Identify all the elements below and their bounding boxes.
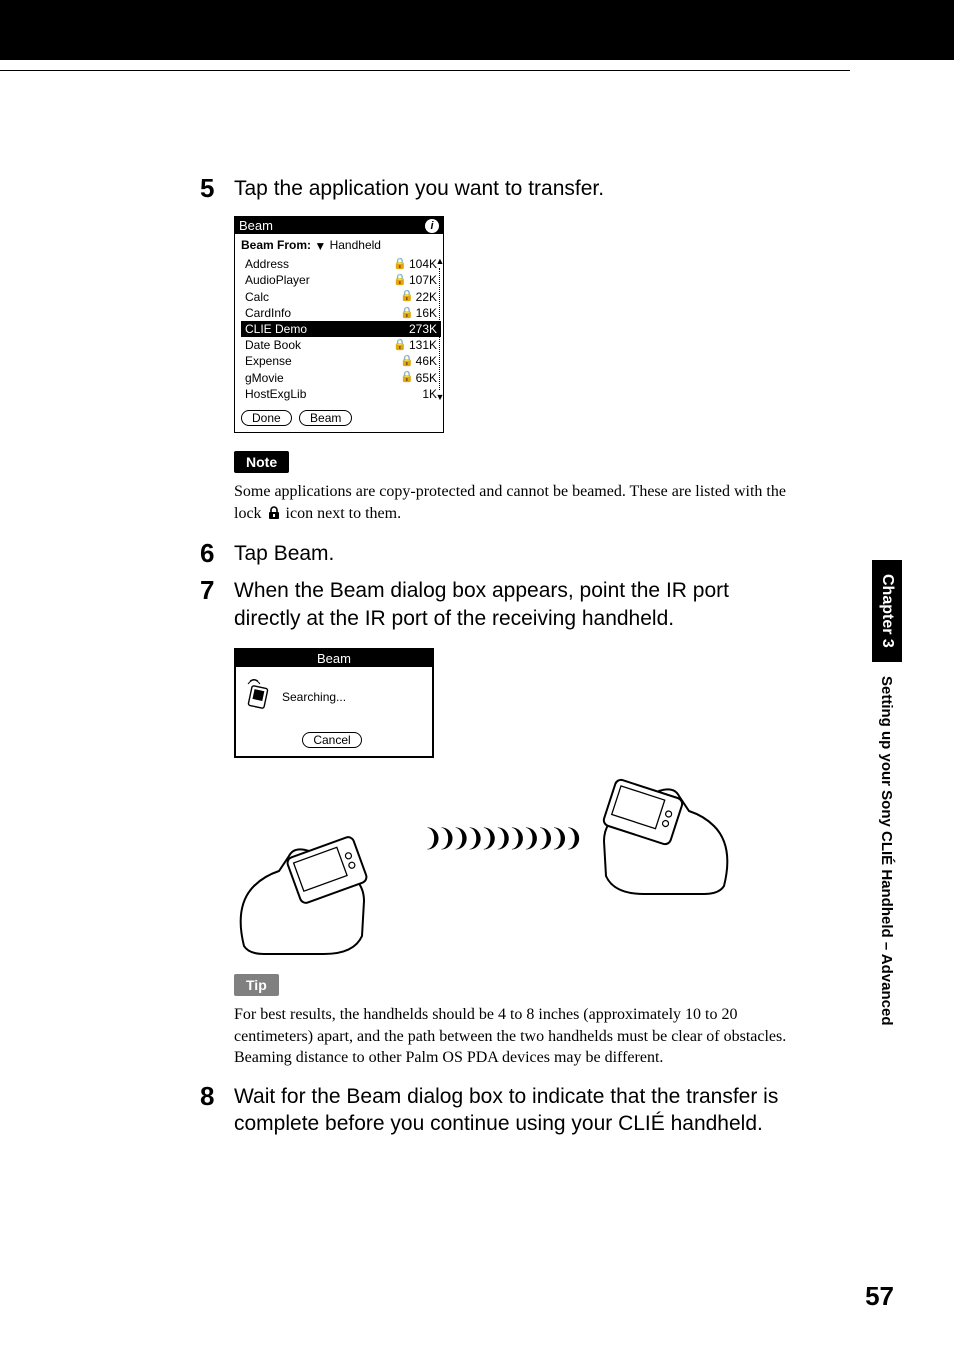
step-7-text: When the Beam dialog box appears, point … — [234, 577, 800, 632]
step-7-number: 7 — [200, 577, 234, 603]
step-5: 5 Tap the application you want to transf… — [200, 175, 800, 202]
page-content: 5 Tap the application you want to transf… — [200, 175, 800, 1147]
app-size: 46K — [416, 353, 437, 369]
beaming-device-icon — [246, 679, 272, 714]
app-name: Expense — [245, 353, 292, 369]
app-list-item[interactable]: CardInfo 🔒16K — [241, 305, 441, 321]
tip-body: For best results, the handhelds should b… — [234, 1004, 800, 1069]
lock-icon: 🔒 — [400, 354, 414, 369]
app-size: 104K — [409, 256, 437, 272]
beam-dialog-status: Searching... — [282, 690, 346, 704]
beam-screen-titlebar: Beam i — [235, 217, 443, 234]
app-size-cell: 🔒16K — [400, 305, 437, 321]
beam-screen-title: Beam — [239, 218, 273, 233]
section-title: Setting up your Sony CLIÉ Handheld – Adv… — [872, 662, 895, 1025]
done-button[interactable]: Done — [241, 410, 292, 426]
app-size-cell: 🔒65K — [400, 370, 437, 386]
beam-app-list-screen: Beam i Beam From: ▼ Handheld Address🔒104… — [234, 216, 444, 433]
app-list-item[interactable]: Address 🔒104K — [241, 256, 441, 272]
step-5-number: 5 — [200, 175, 234, 201]
beam-from-value: Handheld — [330, 238, 381, 252]
app-size: 65K — [416, 370, 437, 386]
step-6-text: Tap Beam. — [234, 540, 334, 567]
step-6-number: 6 — [200, 540, 234, 566]
app-size-cell: 🔒131K — [393, 337, 437, 353]
app-name: Calc — [245, 289, 269, 305]
app-size: 107K — [409, 272, 437, 288]
note-label: Note — [234, 451, 289, 473]
ir-waves-icon: ❩❩❩❩❩❩❩❩❩❩❩ — [424, 821, 579, 856]
beam-dialog-title: Beam — [236, 650, 432, 667]
app-name: CardInfo — [245, 305, 291, 321]
app-size: 22K — [416, 289, 437, 305]
lock-icon: 🔒 — [400, 370, 414, 385]
chapter-label: Chapter 3 — [872, 560, 902, 662]
step-8: 8 Wait for the Beam dialog box to indica… — [200, 1083, 800, 1138]
app-size-cell: 🔒104K — [393, 256, 437, 272]
app-name: CLIE Demo — [245, 321, 307, 337]
scrollbar[interactable]: ▲ ▼ — [437, 256, 443, 402]
beam-app-list: Address🔒104KAudioPlayer🔒107KCalc🔒22KCard… — [235, 254, 443, 404]
lock-icon: 🔒 — [393, 338, 407, 353]
app-list-item[interactable]: Expense 🔒46K — [241, 353, 441, 369]
top-black-bar — [0, 0, 954, 60]
hand-holding-device-right — [574, 766, 734, 906]
beam-button[interactable]: Beam — [299, 410, 352, 426]
lock-icon: 🔒 — [400, 289, 414, 304]
cancel-button[interactable]: Cancel — [302, 732, 361, 748]
scroll-down-arrow-icon[interactable]: ▼ — [436, 392, 445, 402]
lock-icon: 🔒 — [393, 257, 407, 272]
app-list-item[interactable]: CLIE Demo 273K — [241, 321, 441, 337]
ir-beaming-illustration: ❩❩❩❩❩❩❩❩❩❩❩ — [234, 766, 754, 956]
app-list-item[interactable]: AudioPlayer 🔒107K — [241, 272, 441, 288]
step-8-text: Wait for the Beam dialog box to indicate… — [234, 1083, 800, 1138]
beam-searching-dialog: Beam Searching... Cancel — [234, 648, 434, 758]
app-name: AudioPlayer — [245, 272, 310, 288]
lock-icon: 🔒 — [400, 306, 414, 321]
horizontal-rule — [0, 70, 850, 71]
app-name: HostExgLib — [245, 386, 306, 402]
app-size: 131K — [409, 337, 437, 353]
scroll-up-arrow-icon[interactable]: ▲ — [436, 256, 445, 266]
app-list-item[interactable]: Calc 🔒22K — [241, 289, 441, 305]
app-name: Date Book — [245, 337, 301, 353]
app-size-cell: 🔒107K — [393, 272, 437, 288]
step-5-text: Tap the application you want to transfer… — [234, 175, 604, 202]
lock-icon — [266, 505, 282, 527]
note-body: Some applications are copy-protected and… — [234, 481, 800, 526]
app-list-item[interactable]: Date Book 🔒131K — [241, 337, 441, 353]
app-size-cell: 🔒22K — [400, 289, 437, 305]
page-number: 57 — [865, 1281, 894, 1312]
app-size: 273K — [409, 321, 437, 337]
app-size-cell: 273K — [409, 321, 437, 337]
app-list-item[interactable]: HostExgLib1K — [241, 386, 441, 402]
dropdown-arrow-icon: ▼ — [314, 239, 326, 253]
step-7: 7 When the Beam dialog box appears, poin… — [200, 577, 800, 632]
hand-holding-device-left — [234, 816, 394, 956]
app-list-item[interactable]: gMovie 🔒65K — [241, 370, 441, 386]
note-body-after: icon next to them. — [286, 505, 402, 522]
lock-icon: 🔒 — [393, 273, 407, 288]
app-size: 16K — [416, 305, 437, 321]
beam-from-row[interactable]: Beam From: ▼ Handheld — [235, 234, 443, 254]
tip-label: Tip — [234, 974, 279, 996]
app-name: Address — [245, 256, 289, 272]
app-size-cell: 🔒46K — [400, 353, 437, 369]
side-chapter-tab: Chapter 3 Setting up your Sony CLIÉ Hand… — [872, 560, 904, 1180]
beam-screen-buttons: Done Beam — [235, 404, 443, 432]
app-name: gMovie — [245, 370, 284, 386]
step-6: 6 Tap Beam. — [200, 540, 800, 567]
step-8-number: 8 — [200, 1083, 234, 1109]
beam-from-label: Beam From: — [241, 238, 311, 252]
info-icon[interactable]: i — [425, 219, 439, 233]
